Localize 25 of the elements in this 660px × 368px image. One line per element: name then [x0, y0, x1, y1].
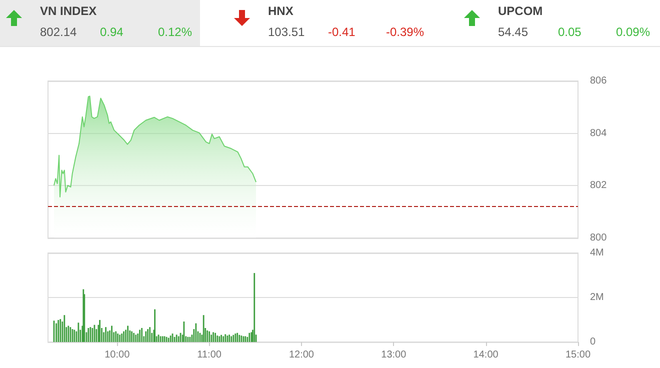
text: 0.09%: [616, 25, 650, 39]
text: 103.51: [268, 25, 305, 39]
y-tick-label: 800: [590, 232, 608, 244]
text: 0.94: [100, 25, 124, 39]
text: UPCOM: [498, 4, 543, 18]
text: 0.05: [558, 25, 582, 39]
text: 54.45: [498, 25, 528, 39]
text: 802.14: [40, 25, 77, 39]
x-tick-label: 13:00: [381, 350, 407, 360]
text: 0.12%: [158, 25, 192, 39]
x-tick-label: 10:00: [104, 350, 130, 360]
text: VN INDEX: [40, 4, 97, 18]
y-tick-label: 4M: [590, 248, 604, 258]
text: -0.39%: [386, 25, 424, 39]
y-tick-label: 802: [590, 180, 608, 192]
y-tick-label: 2M: [590, 292, 604, 303]
y-tick-label: 804: [590, 128, 608, 139]
x-tick-label: 12:00: [288, 350, 314, 360]
x-tick-label: 15:00: [565, 350, 591, 360]
x-tick-label: 11:00: [197, 350, 222, 360]
y-tick-label: 806: [590, 76, 608, 86]
x-tick-label: 14:00: [473, 350, 499, 360]
y-tick-label: 0: [590, 336, 596, 348]
text: -0.41: [328, 25, 356, 39]
text: HNX: [268, 4, 294, 18]
